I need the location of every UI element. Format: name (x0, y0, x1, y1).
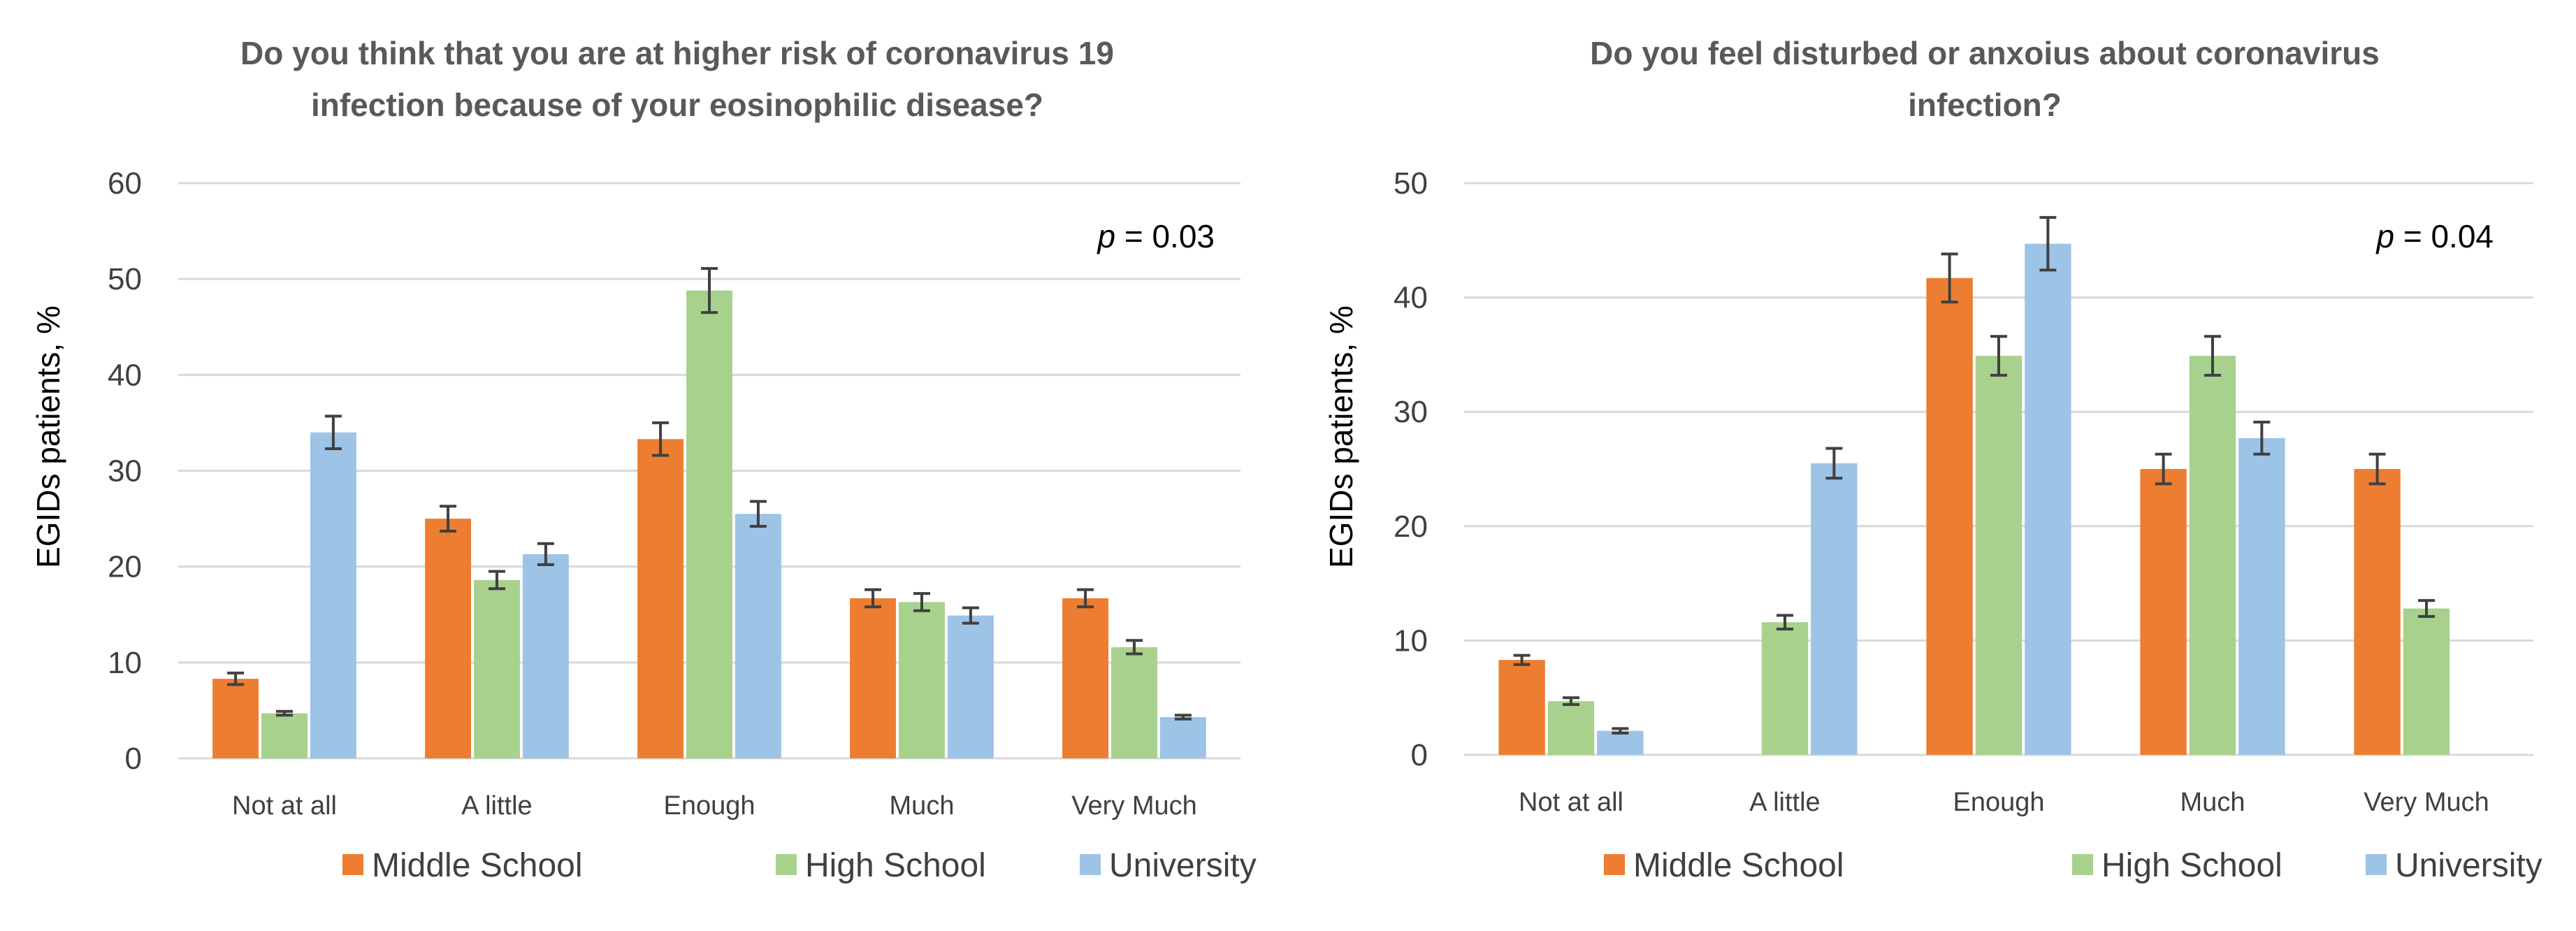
bar (637, 439, 684, 758)
y-tick-label: 50 (108, 262, 142, 296)
chart-title-line-2: infection because of your eosinophilic d… (311, 87, 1043, 123)
legend-swatch (776, 854, 797, 875)
bar (1811, 463, 1858, 755)
y-tick-label: 50 (1394, 166, 1428, 201)
chart-title-line-1: Do you feel disturbed or anxoius about c… (1590, 35, 2380, 71)
bar (2189, 356, 2236, 755)
x-tick-label: Not at all (1519, 788, 1623, 817)
legend-swatch (342, 854, 363, 875)
x-tick-label: Much (2180, 788, 2245, 817)
legend-label: University (1109, 847, 1257, 884)
y-tick-label: 10 (108, 646, 142, 680)
p-value: = 0.04 (2394, 218, 2494, 254)
bar (947, 615, 994, 758)
bar (2403, 608, 2450, 755)
x-tick-label: Very Much (1071, 791, 1197, 821)
chart-higher-risk: Do you think that you are at higher risk… (30, 35, 1257, 884)
bar (212, 679, 259, 758)
p-symbol: p (1096, 218, 1115, 254)
bar (1111, 647, 1157, 758)
legend-label: High School (2101, 847, 2282, 884)
bar (735, 514, 781, 758)
bar (1926, 277, 1973, 756)
y-tick-label: 20 (108, 550, 142, 584)
legend-label: Middle School (1633, 847, 1844, 884)
x-tick-label: Enough (1953, 788, 2044, 817)
x-tick-label: Not at all (232, 791, 337, 821)
bar (1498, 660, 1545, 755)
legend-swatch (1080, 854, 1101, 875)
y-axis-label: EGIDs patients, % (30, 305, 66, 568)
legend-swatch (2072, 854, 2093, 875)
y-tick-label: 40 (108, 358, 142, 392)
bar (474, 579, 520, 758)
bar (261, 713, 307, 758)
chart-title-line-1: Do you think that you are at higher risk… (240, 35, 1114, 71)
legend-label: High School (805, 847, 986, 884)
bar (1062, 598, 1109, 758)
y-tick-label: 0 (125, 742, 142, 776)
bar (899, 602, 945, 758)
y-tick-label: 10 (1394, 623, 1428, 658)
legend-swatch (1604, 854, 1625, 875)
legend-label: Middle School (372, 847, 583, 884)
bar (2354, 469, 2401, 755)
bar (1975, 356, 2023, 755)
chart-title-line-2: infection? (1908, 87, 2062, 123)
legend-label: University (2395, 847, 2542, 884)
bar (1159, 717, 1206, 758)
legend-swatch (2366, 854, 2387, 875)
bar (310, 432, 356, 758)
y-tick-label: 60 (108, 166, 142, 201)
y-tick-label: 0 (1411, 738, 1428, 772)
y-tick-label: 30 (1394, 395, 1428, 429)
p-value: = 0.03 (1115, 218, 1215, 254)
p-value-annotation: p = 0.04 (2375, 218, 2494, 254)
x-tick-label: A little (461, 791, 532, 821)
y-tick-label: 30 (108, 454, 142, 489)
bar (1547, 701, 1595, 755)
x-tick-label: Very Much (2364, 788, 2489, 817)
y-tick-label: 40 (1394, 281, 1428, 315)
bar (522, 554, 569, 758)
x-tick-label: A little (1749, 788, 1820, 817)
bar (1597, 730, 1644, 755)
bar (2140, 469, 2187, 755)
y-axis-label: EGIDs patients, % (1323, 305, 1359, 568)
bar (850, 598, 897, 758)
bar (2025, 243, 2071, 755)
x-tick-label: Much (890, 791, 955, 821)
bar (686, 290, 732, 758)
p-symbol: p (2375, 218, 2394, 254)
bar (425, 519, 472, 758)
p-value-annotation: p = 0.03 (1096, 218, 1215, 254)
bar (2238, 438, 2285, 755)
x-tick-label: Enough (663, 791, 755, 821)
chart-anxiety: Do you feel disturbed or anxoius about c… (1323, 35, 2542, 884)
bar (1761, 622, 1809, 755)
y-tick-label: 20 (1394, 510, 1428, 544)
